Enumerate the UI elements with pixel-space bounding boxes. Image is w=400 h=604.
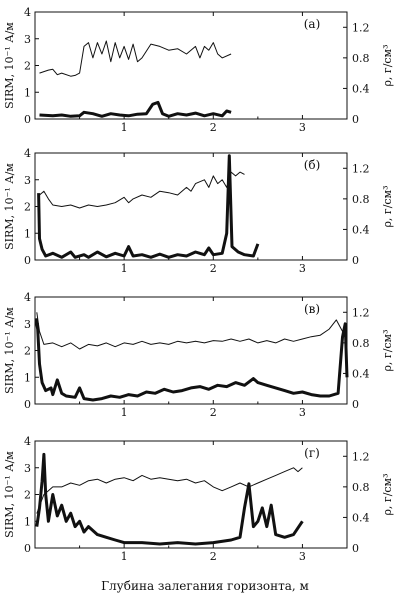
y-left-axis-label: SIRM, 10⁻¹ А/м (3, 451, 16, 538)
x-tick-label: 1 (121, 121, 128, 134)
y-right-tick-label: 0.8 (352, 481, 370, 494)
panel-tag: (а) (304, 17, 321, 31)
y-left-tick-label: 2 (24, 345, 31, 358)
y-left-axis-label: SIRM, 10⁻¹ А/м (3, 307, 16, 394)
panel-4: 1 2 3 0 1 2 3 4 0 0.4 0.8 1.2 SIRM, 10⁻¹ А/м ρ, г/см³… (3, 435, 394, 563)
y-left-tick-label: 2 (24, 60, 31, 73)
y-left-tick-label: 4 (24, 147, 31, 160)
x-tick-label: 3 (299, 262, 306, 275)
x-tick-label: 3 (299, 121, 306, 134)
y-right-axis-label: ρ, г/см³ (381, 185, 394, 227)
y-right-tick-label: 1.2 (352, 450, 370, 463)
x-tick-label: 1 (121, 262, 128, 275)
y-left-tick-label: 0 (24, 254, 31, 267)
x-tick-label: 1 (121, 406, 128, 419)
y-right-tick-label: 1.2 (352, 306, 370, 319)
y-left-tick-label: 3 (24, 33, 31, 46)
y-left-tick-label: 1 (24, 86, 31, 99)
y-left-tick-label: 1 (24, 227, 31, 240)
y-left-tick-label: 0 (24, 113, 31, 126)
y-right-tick-label: 0 (352, 542, 359, 555)
plot-frame (34, 152, 348, 261)
y-right-tick-label: 0.4 (352, 511, 370, 524)
y-left-tick-label: 1 (24, 515, 31, 528)
y-right-tick-label: 0.8 (352, 193, 370, 206)
x-tick-label: 2 (210, 406, 217, 419)
sirm-series-line (34, 318, 349, 402)
y-right-axis-label: ρ, г/см³ (381, 44, 394, 86)
panel-1: 1 2 3 0 1 2 3 4 0 0.4 0.8 1.2 SIRM, 10⁻¹ А/м ρ, г/см³… (3, 6, 394, 134)
density-series-line (39, 40, 232, 77)
sirm-series-line (39, 100, 232, 118)
density-series-line (36, 312, 348, 350)
x-tick-label: 1 (121, 550, 128, 563)
panel-tag: (г) (304, 446, 320, 460)
y-left-tick-label: 4 (24, 435, 31, 448)
sirm-series-line (37, 154, 260, 259)
y-right-tick-label: 0.4 (352, 367, 370, 380)
y-right-tick-label: 1.2 (352, 21, 370, 34)
y-left-tick-label: 3 (24, 174, 31, 187)
panel-3: 1 2 3 0 1 2 3 4 0 0.4 0.8 1.2 SIRM, 10⁻¹ А/м ρ, г/см³… (3, 291, 394, 419)
y-left-axis-label: SIRM, 10⁻¹ А/м (3, 22, 16, 109)
y-left-tick-label: 2 (24, 489, 31, 502)
y-left-tick-label: 2 (24, 201, 31, 214)
y-left-tick-label: 1 (24, 371, 31, 384)
y-left-tick-label: 4 (24, 6, 31, 19)
y-left-tick-label: 3 (24, 318, 31, 331)
y-left-axis-label: SIRM, 10⁻¹ А/м (3, 163, 16, 250)
x-tick-label: 3 (299, 406, 306, 419)
x-tick-label: 2 (210, 262, 217, 275)
y-right-tick-label: 0.8 (352, 337, 370, 350)
panel-2: 1 2 3 0 1 2 3 4 0 0.4 0.8 1.2 SIRM, 10⁻¹ А/м ρ, г/см³… (3, 147, 394, 275)
x-tick-label: 2 (210, 550, 217, 563)
panel-tag: (в) (304, 302, 320, 316)
density-series-line (36, 467, 303, 514)
y-right-tick-label: 1.2 (352, 162, 370, 175)
y-left-tick-label: 0 (24, 398, 31, 411)
panel-tag: (б) (304, 158, 321, 172)
plot-frame (34, 11, 348, 120)
y-right-tick-label: 0.4 (352, 82, 370, 95)
x-axis-label: Глубина залегания горизонта, м (101, 579, 309, 593)
y-left-tick-label: 3 (24, 462, 31, 475)
y-right-axis-label: ρ, г/см³ (381, 473, 394, 515)
y-right-tick-label: 0.4 (352, 223, 370, 236)
y-left-tick-label: 0 (24, 542, 31, 555)
x-tick-label: 3 (299, 550, 306, 563)
density-series-line (39, 171, 245, 209)
y-left-tick-label: 4 (24, 291, 31, 304)
y-right-axis-label: ρ, г/см³ (381, 329, 394, 371)
y-right-tick-label: 0.8 (352, 52, 370, 65)
x-tick-label: 2 (210, 121, 217, 134)
y-right-tick-label: 0 (352, 398, 359, 411)
plot-frame (34, 440, 348, 549)
y-right-tick-label: 0 (352, 113, 359, 126)
sirm-series-line (35, 452, 304, 546)
y-right-tick-label: 0 (352, 254, 359, 267)
